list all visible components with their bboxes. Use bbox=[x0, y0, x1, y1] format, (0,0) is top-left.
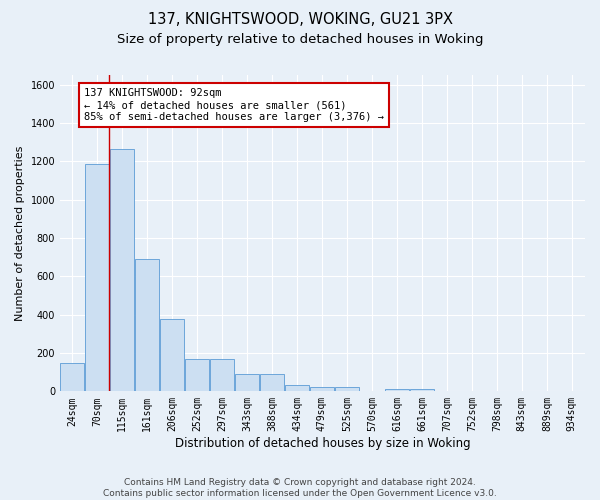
Bar bbox=[310, 386, 334, 392]
Bar bbox=[60, 362, 84, 392]
Bar bbox=[160, 320, 184, 392]
Bar bbox=[335, 387, 359, 392]
Bar bbox=[235, 374, 259, 392]
Bar bbox=[385, 389, 409, 392]
Bar bbox=[285, 384, 310, 392]
Y-axis label: Number of detached properties: Number of detached properties bbox=[15, 146, 25, 321]
Bar bbox=[210, 358, 234, 392]
Bar bbox=[410, 389, 434, 392]
Bar bbox=[135, 259, 160, 392]
Bar bbox=[110, 149, 134, 392]
Text: Size of property relative to detached houses in Woking: Size of property relative to detached ho… bbox=[117, 32, 483, 46]
X-axis label: Distribution of detached houses by size in Woking: Distribution of detached houses by size … bbox=[175, 437, 470, 450]
Text: 137, KNIGHTSWOOD, WOKING, GU21 3PX: 137, KNIGHTSWOOD, WOKING, GU21 3PX bbox=[148, 12, 452, 28]
Text: 137 KNIGHTSWOOD: 92sqm
← 14% of detached houses are smaller (561)
85% of semi-de: 137 KNIGHTSWOOD: 92sqm ← 14% of detached… bbox=[84, 88, 384, 122]
Bar bbox=[85, 164, 109, 392]
Text: Contains HM Land Registry data © Crown copyright and database right 2024.
Contai: Contains HM Land Registry data © Crown c… bbox=[103, 478, 497, 498]
Bar bbox=[260, 374, 284, 392]
Bar bbox=[185, 358, 209, 392]
